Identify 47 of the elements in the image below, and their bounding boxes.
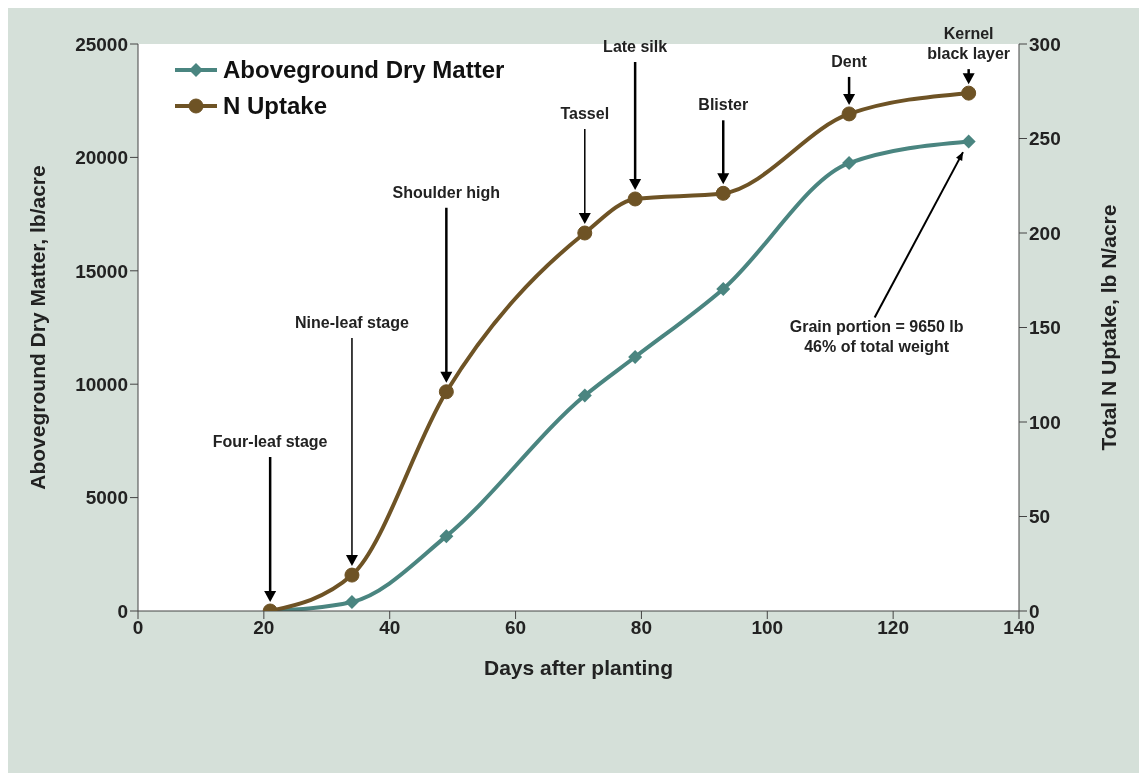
y-tick-label: 15000 (75, 260, 128, 282)
y2-tick-label: 100 (1029, 411, 1061, 433)
point (841, 106, 857, 122)
y2-tick-label: 200 (1029, 222, 1061, 244)
point (628, 349, 643, 364)
x-tick-label: 0 (132, 617, 144, 639)
annotation: Grain portion = 9650 lb 46% of total weight (789, 317, 964, 355)
legend-label: N Uptake (223, 92, 328, 120)
annotation: Four-leaf stage (212, 433, 328, 450)
y2-tick-label: 50 (1029, 506, 1051, 528)
annotation: Nine-leaf stage (295, 314, 409, 332)
point (961, 134, 976, 149)
x-tick-label: 20 (253, 617, 275, 639)
point (961, 85, 977, 101)
point (439, 529, 454, 544)
point (627, 191, 643, 207)
point (716, 281, 731, 296)
point (344, 594, 359, 609)
annotation: Shoulder high (392, 183, 501, 201)
annotation: Dent (831, 52, 868, 70)
legend-label: Aboveground Dry Matter (223, 56, 505, 84)
point (344, 567, 360, 583)
annotation: Late silk (603, 37, 668, 55)
y-tick-label: 0 (117, 600, 128, 622)
annotation: Blister (698, 96, 749, 114)
point (842, 156, 857, 171)
point (715, 185, 731, 201)
point (438, 384, 454, 400)
annotation: Tassel (560, 105, 610, 122)
y2-tick-label: 150 (1029, 317, 1061, 339)
point (577, 388, 592, 403)
y2-tick-label: 300 (1029, 33, 1061, 55)
x-tick-label: 40 (379, 617, 401, 639)
y2-tick-label: 250 (1029, 128, 1061, 150)
annotation: Kernel black layer (927, 25, 1011, 63)
y-tick-label: 5000 (85, 487, 128, 509)
x-tick-label: 100 (751, 617, 784, 639)
x-tick-label: 80 (630, 617, 652, 639)
point (577, 225, 593, 241)
x-axis-title: Days after planting (483, 656, 674, 679)
y-axis-title: Aboveground Dry Matter, lb/acre (26, 165, 50, 490)
y2-axis-title: Total N Uptake, lb N/acre (1097, 204, 1121, 451)
x-tick-label: 60 (505, 617, 527, 639)
y-tick-label: 10000 (75, 373, 128, 395)
y-tick-label: 20000 (75, 147, 128, 169)
x-tick-label: 120 (877, 617, 909, 639)
y-tick-label: 25000 (75, 33, 128, 55)
